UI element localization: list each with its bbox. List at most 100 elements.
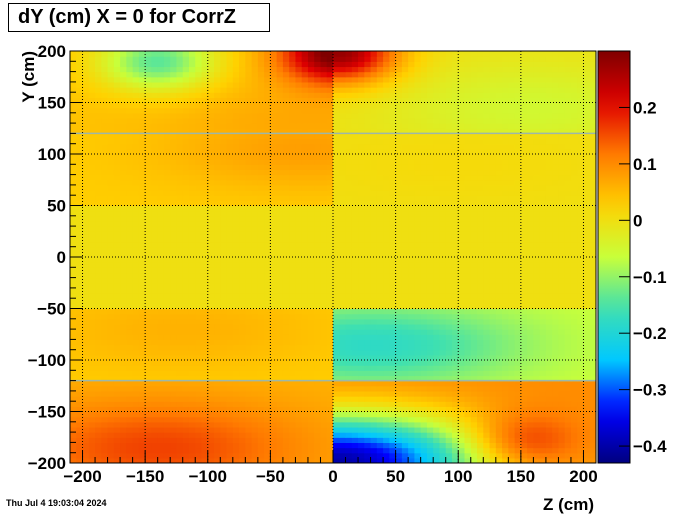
heat-cell <box>583 401 591 407</box>
heat-cell <box>295 231 303 237</box>
heat-cell <box>351 231 359 237</box>
heat-cell <box>314 334 322 340</box>
heat-cell <box>533 411 541 418</box>
heat-cell <box>570 411 578 418</box>
heat-cell <box>138 246 146 253</box>
heat-cell <box>245 190 253 196</box>
heat-cell <box>527 396 534 402</box>
heat-cell <box>389 421 397 428</box>
heat-cell <box>589 360 596 366</box>
heat-cell <box>301 308 309 315</box>
heat-cell <box>426 344 434 351</box>
heat-cell <box>414 164 422 171</box>
heat-cell <box>214 437 221 443</box>
heat-cell <box>307 184 315 191</box>
heat-cell <box>232 220 240 227</box>
heat-cell <box>76 390 84 397</box>
heat-cell <box>589 226 596 232</box>
heat-cell <box>433 318 441 325</box>
heat-cell <box>107 267 115 274</box>
heat-cell <box>326 184 334 191</box>
heat-cell <box>520 334 528 340</box>
heat-cell <box>157 287 165 294</box>
heat-cell <box>157 452 165 459</box>
heat-cell <box>583 174 591 181</box>
heat-cell <box>176 339 184 346</box>
heat-cell <box>151 200 159 207</box>
heat-cell <box>527 318 534 325</box>
heat-cell <box>301 349 309 356</box>
heat-cell <box>520 293 528 299</box>
heat-cell <box>520 236 528 243</box>
heat-cell <box>257 159 265 165</box>
heat-cell <box>370 452 378 459</box>
heat-cell <box>408 190 415 196</box>
heat-cell <box>552 339 560 346</box>
heat-cell <box>214 313 221 320</box>
heat-cell <box>364 246 372 253</box>
heat-cell <box>376 251 384 258</box>
heat-cell <box>251 318 259 325</box>
heat-cell <box>533 329 541 335</box>
heat-cell <box>320 226 328 232</box>
heat-cell <box>408 226 415 232</box>
heat-cell <box>426 226 434 232</box>
heat-cell <box>264 287 271 294</box>
heat-cell <box>182 159 190 165</box>
heat-cell <box>527 313 534 320</box>
heat-cell <box>552 380 560 387</box>
heat-cell <box>326 313 334 320</box>
heat-cell <box>314 267 322 274</box>
heat-cell <box>477 277 484 284</box>
heat-cell <box>502 452 509 459</box>
heat-cell <box>295 236 303 243</box>
heat-cell <box>545 313 553 320</box>
heat-cell <box>207 169 215 176</box>
heat-cell <box>163 334 171 340</box>
heat-cell <box>395 262 403 268</box>
heat-cell <box>264 457 271 463</box>
heat-cell <box>301 220 309 227</box>
heat-cell <box>489 200 497 207</box>
heat-cell <box>257 385 265 392</box>
heat-cell <box>339 406 347 413</box>
heat-cell <box>170 396 178 402</box>
heat-cell <box>339 457 347 463</box>
heat-cell <box>307 220 315 227</box>
heat-cell <box>188 231 196 237</box>
heat-cell <box>107 210 115 217</box>
heat-cell <box>451 262 459 268</box>
heat-cell <box>251 257 259 263</box>
heat-cell <box>301 339 309 346</box>
heat-cell <box>239 354 246 361</box>
heat-cell <box>226 354 234 361</box>
heat-cell <box>464 262 472 268</box>
heat-cell <box>358 205 365 212</box>
heat-cell <box>383 205 390 212</box>
heat-cell <box>245 406 253 413</box>
heat-cell <box>333 282 340 289</box>
heat-cell <box>489 169 497 176</box>
heat-cell <box>176 329 184 335</box>
heat-cell <box>176 246 184 253</box>
heat-cell <box>314 323 322 330</box>
heat-cell <box>201 406 209 413</box>
heat-cell <box>151 272 159 279</box>
heat-cell <box>226 220 234 227</box>
heat-cell <box>188 354 196 361</box>
heat-cell <box>120 442 127 449</box>
heat-cell <box>226 226 234 232</box>
heat-cell <box>445 236 453 243</box>
heat-cell <box>70 339 77 346</box>
heat-cell <box>577 298 585 304</box>
heat-cell <box>495 318 503 325</box>
heat-cell <box>464 457 472 463</box>
heat-cell <box>188 257 196 263</box>
heat-cell <box>351 293 359 299</box>
heat-cell <box>414 416 422 423</box>
heat-cell <box>170 231 178 237</box>
heat-cell <box>451 226 459 232</box>
heat-cell <box>451 365 459 371</box>
heat-cell <box>351 210 359 217</box>
heat-cell <box>251 396 259 402</box>
